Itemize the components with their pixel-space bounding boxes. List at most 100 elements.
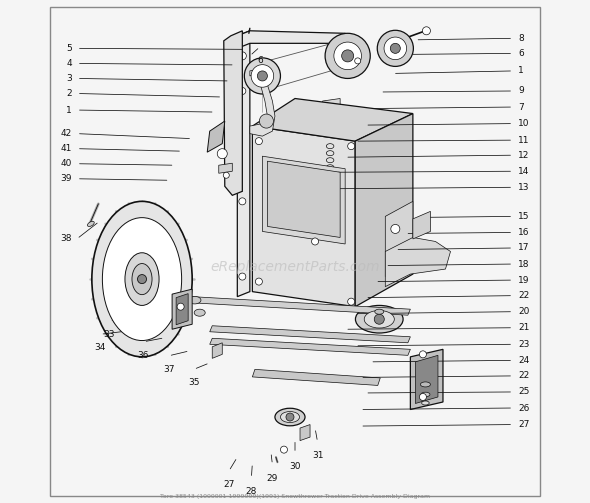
Circle shape: [177, 303, 184, 310]
Ellipse shape: [421, 382, 431, 387]
Text: 38: 38: [60, 234, 72, 243]
Ellipse shape: [325, 33, 371, 78]
Polygon shape: [323, 114, 343, 126]
Polygon shape: [323, 99, 340, 111]
Text: eReplacementParts.com: eReplacementParts.com: [210, 260, 380, 274]
Text: 23: 23: [518, 340, 530, 349]
Circle shape: [342, 50, 353, 62]
Text: 22: 22: [518, 291, 529, 300]
Polygon shape: [224, 31, 242, 195]
Ellipse shape: [422, 401, 429, 405]
Circle shape: [260, 114, 273, 128]
Text: 42: 42: [61, 129, 72, 138]
Circle shape: [348, 298, 355, 305]
Polygon shape: [385, 237, 451, 287]
Polygon shape: [172, 289, 192, 329]
Circle shape: [348, 143, 355, 150]
Ellipse shape: [364, 310, 394, 328]
Text: 40: 40: [60, 159, 72, 168]
Ellipse shape: [125, 253, 159, 305]
Polygon shape: [253, 99, 413, 141]
Text: 20: 20: [518, 307, 530, 316]
Text: 10: 10: [518, 119, 530, 128]
Text: 27: 27: [518, 420, 530, 429]
Ellipse shape: [251, 65, 274, 87]
Text: 25: 25: [518, 387, 530, 396]
Text: 8: 8: [518, 34, 524, 43]
Text: 18: 18: [518, 260, 530, 269]
Text: 33: 33: [104, 330, 115, 339]
Polygon shape: [219, 163, 232, 173]
Polygon shape: [207, 121, 225, 152]
Circle shape: [286, 413, 294, 421]
Ellipse shape: [132, 264, 152, 295]
Text: 39: 39: [60, 174, 72, 183]
Circle shape: [391, 43, 401, 53]
Ellipse shape: [280, 411, 300, 423]
Polygon shape: [189, 297, 411, 315]
Text: 24: 24: [518, 356, 529, 365]
Ellipse shape: [377, 30, 414, 66]
Circle shape: [239, 273, 246, 280]
Text: 14: 14: [518, 166, 530, 176]
Text: 3: 3: [66, 74, 72, 83]
Text: Toro 38543 (1000001-1999999)(1991) Snowthrower Traction Drive Assembly Diagram: Toro 38543 (1000001-1999999)(1991) Snowt…: [160, 494, 430, 499]
Polygon shape: [250, 68, 275, 136]
Text: 16: 16: [518, 228, 530, 237]
Text: 30: 30: [289, 462, 301, 471]
Polygon shape: [237, 31, 250, 297]
Circle shape: [419, 393, 427, 400]
Polygon shape: [253, 369, 381, 385]
Ellipse shape: [384, 37, 407, 60]
Polygon shape: [212, 343, 222, 358]
Circle shape: [355, 58, 360, 64]
Circle shape: [223, 172, 230, 178]
Text: 12: 12: [518, 151, 530, 159]
Circle shape: [217, 149, 227, 159]
Circle shape: [391, 224, 400, 233]
Polygon shape: [267, 161, 340, 237]
Text: 37: 37: [163, 365, 174, 374]
Ellipse shape: [275, 408, 305, 426]
Text: 22: 22: [518, 371, 529, 380]
Text: 29: 29: [267, 474, 278, 483]
Text: 5: 5: [66, 44, 72, 53]
Text: 7: 7: [518, 103, 524, 112]
Text: 31: 31: [312, 451, 323, 460]
Polygon shape: [176, 294, 188, 325]
Circle shape: [255, 278, 263, 285]
Text: 1: 1: [518, 66, 524, 75]
Text: 17: 17: [518, 243, 530, 253]
Polygon shape: [411, 349, 443, 409]
Text: 6: 6: [257, 56, 263, 65]
Text: 26: 26: [518, 403, 530, 412]
Text: 13: 13: [518, 183, 530, 192]
Circle shape: [239, 88, 246, 95]
Circle shape: [419, 351, 427, 358]
Text: 27: 27: [223, 480, 234, 489]
Text: 21: 21: [518, 323, 530, 332]
Ellipse shape: [375, 309, 384, 314]
Text: 4: 4: [66, 59, 72, 68]
Polygon shape: [253, 126, 355, 307]
Text: 19: 19: [518, 276, 530, 285]
Polygon shape: [355, 114, 413, 307]
Text: 2: 2: [66, 89, 72, 98]
Text: 11: 11: [518, 136, 530, 145]
Polygon shape: [209, 339, 411, 355]
Ellipse shape: [194, 309, 205, 316]
Circle shape: [422, 27, 431, 35]
Text: 28: 28: [245, 487, 257, 496]
Ellipse shape: [188, 296, 201, 304]
Circle shape: [312, 238, 319, 245]
Text: 34: 34: [94, 343, 106, 352]
Text: 6: 6: [518, 49, 524, 58]
Circle shape: [280, 446, 287, 453]
Polygon shape: [385, 201, 413, 277]
Circle shape: [374, 314, 384, 324]
Ellipse shape: [334, 42, 362, 70]
Ellipse shape: [103, 218, 182, 341]
Polygon shape: [415, 355, 438, 403]
Text: 32: 32: [113, 316, 124, 325]
Circle shape: [238, 52, 247, 60]
